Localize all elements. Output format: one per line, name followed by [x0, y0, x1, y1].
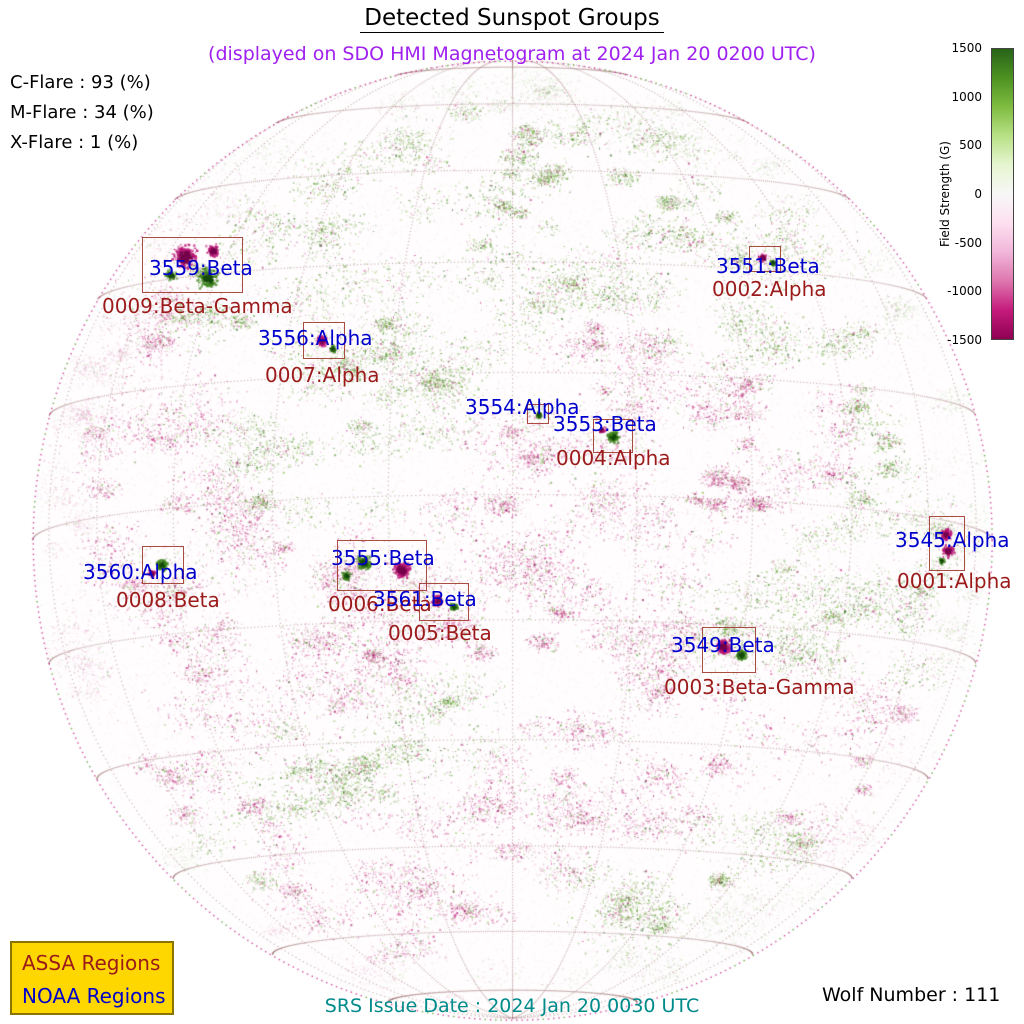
assa-label-0004: 0004:Alpha	[556, 446, 671, 470]
region-box-3561	[419, 583, 469, 621]
noaa-label-3545: 3545:Alpha	[895, 528, 1010, 552]
flare-probability-panel: C-Flare : 93 (%) M-Flare : 34 (%) X-Flar…	[10, 72, 154, 162]
noaa-label-3551: 3551:Beta	[716, 254, 820, 278]
wolf-number: Wolf Number : 111	[822, 984, 1001, 1006]
region-box-3560	[142, 546, 184, 584]
colorbar-tick: -1000	[947, 284, 982, 299]
region-box-3554	[527, 404, 549, 424]
region-box-3556	[303, 322, 345, 359]
noaa-label-3560: 3560:Alpha	[83, 560, 198, 584]
legend-noaa-regions: NOAA Regions	[22, 984, 166, 1008]
assa-label-0005: 0005:Beta	[388, 621, 492, 645]
noaa-label-3549: 3549:Beta	[671, 633, 775, 657]
colorbar-tick: -1500	[947, 333, 982, 347]
region-box-3555	[337, 540, 427, 591]
colorbar-tick-labels: 1500 1000 500 0 -500 -1000 -1500	[928, 41, 986, 347]
assa-label-0002: 0002:Alpha	[712, 277, 827, 301]
colorbar-tick: 500	[959, 138, 982, 153]
colorbar-tick: 1500	[951, 41, 982, 55]
noaa-label-3554: 3554:Alpha	[465, 395, 580, 419]
srs-issue-date: SRS Issue Date : 2024 Jan 20 0030 UTC	[324, 995, 700, 1017]
region-box-3559	[142, 237, 243, 293]
legend: ASSA Regions NOAA Regions	[10, 941, 174, 1015]
region-box-3545	[929, 516, 965, 571]
colorbar-gradient	[991, 48, 1014, 340]
assa-label-0006: 0006:Beta	[328, 592, 432, 616]
noaa-label-3556: 3556:Alpha	[258, 326, 373, 350]
noaa-label-3555: 3555:Beta	[331, 546, 435, 570]
m-flare-probability: M-Flare : 34 (%)	[10, 102, 154, 123]
title-row: Detected Sunspot Groups	[0, 5, 1024, 33]
assa-label-0007: 0007:Alpha	[265, 363, 380, 387]
assa-label-0009: 0009:Beta-Gamma	[102, 294, 293, 318]
region-box-3549	[702, 627, 756, 673]
noaa-label-3561: 3561:Beta	[373, 587, 477, 611]
colorbar-tick: 0	[974, 187, 982, 201]
x-flare-probability: X-Flare : 1 (%)	[10, 132, 139, 153]
region-box-3551	[749, 246, 781, 272]
region-box-3553	[593, 419, 633, 453]
chart-title: Detected Sunspot Groups	[360, 5, 664, 33]
assa-label-0003: 0003:Beta-Gamma	[664, 675, 855, 699]
legend-assa-regions: ASSA Regions	[22, 951, 161, 975]
colorbar-tick: -500	[954, 235, 982, 250]
c-flare-probability: C-Flare : 93 (%)	[10, 72, 151, 93]
assa-label-0008: 0008:Beta	[116, 588, 220, 612]
colorbar-tick: 1000	[951, 89, 982, 104]
assa-label-0001: 0001:Alpha	[897, 569, 1012, 593]
noaa-label-3553: 3553:Beta	[553, 412, 657, 436]
chart-subtitle: (displayed on SDO HMI Magnetogram at 202…	[208, 43, 816, 65]
noaa-label-3559: 3559:Beta	[149, 256, 253, 280]
